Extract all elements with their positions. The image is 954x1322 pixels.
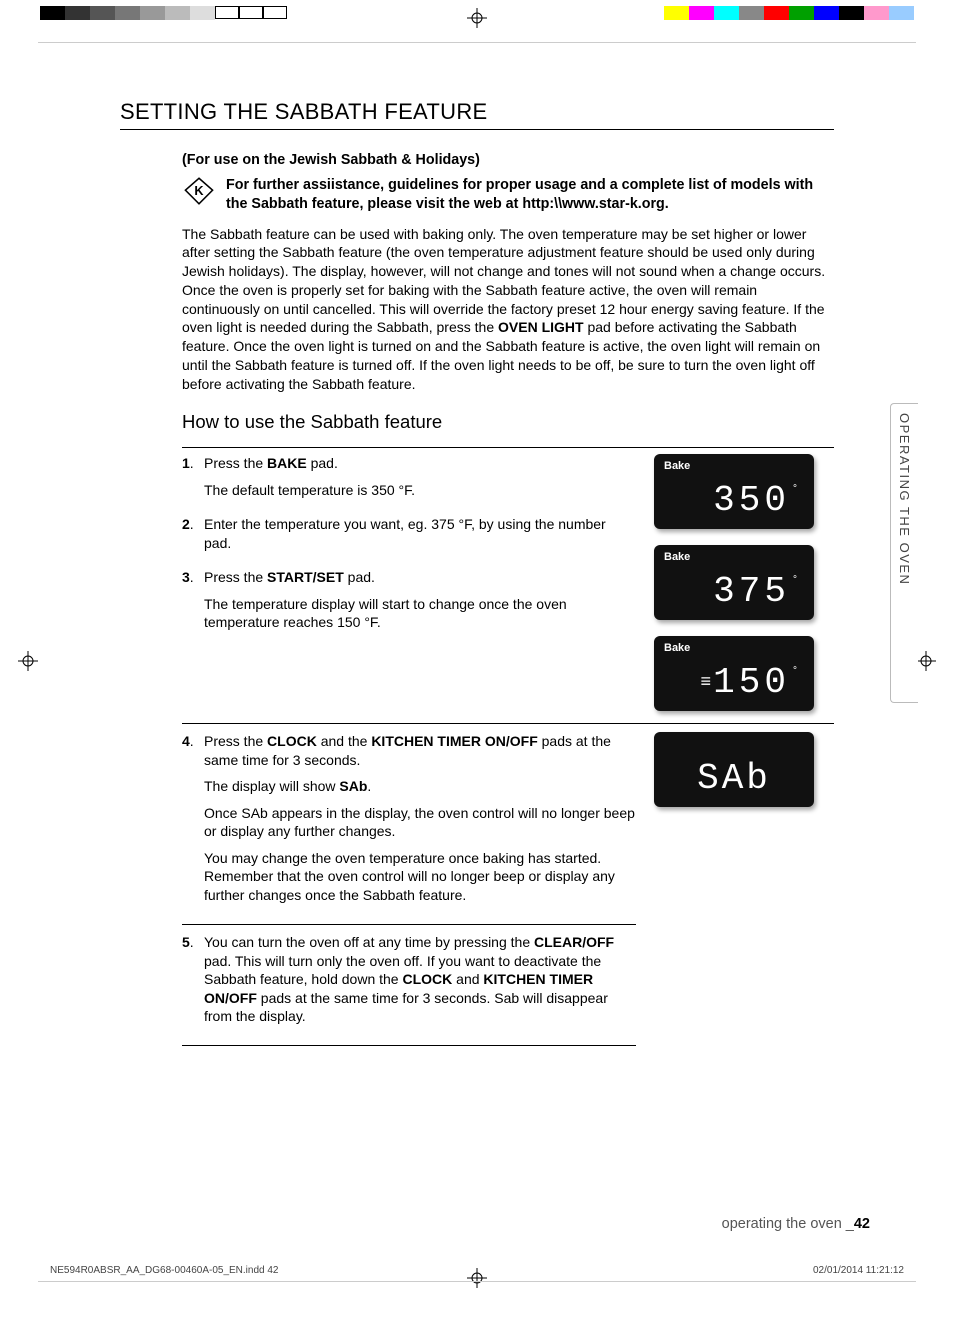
step-text: Press the [204,569,267,585]
degree-icon: ° [792,484,802,495]
step-number: 5 [182,933,204,1033]
degree-icon: ° [792,575,802,586]
step-number: 3 [182,568,204,639]
oven-value: 150 [713,662,790,703]
kosher-k-icon: K [182,176,216,215]
step-bold: BAKE [267,455,307,471]
step-bold: CLOCK [267,733,317,749]
oven-value: SAb [654,758,814,799]
step-bold: CLOCK [402,971,452,987]
step-text: You may change the oven temperature once… [204,849,636,904]
oven-display: Bake 350° [654,454,814,529]
step-bold: CLEAR/OFF [534,934,614,950]
step-text: The default temperature is 350 °F. [204,481,636,499]
step-body: Enter the temperature you want, eg. 375 … [204,515,636,560]
step-number: 1 [182,454,204,507]
step-body: Press the START/SET pad. The temperature… [204,568,636,639]
heating-icon: ≡ [700,673,707,693]
print-footer: NE594R0ABSR_AA_DG68-00460A-05_EN.indd 42… [50,1265,904,1276]
step-text: You can turn the oven off at any time by… [204,934,534,950]
footer-text: operating the oven _ [722,1216,854,1232]
page-title: SETTING THE SABBATH FEATURE [120,99,834,130]
step-text: Press the [204,733,267,749]
step-text: and the [317,733,372,749]
step-text: Enter the temperature you want, eg. 375 … [204,515,636,552]
degree-icon: ° [792,666,802,677]
body-bold: OVEN LIGHT [498,319,584,335]
howto-heading: How to use the Sabbath feature [182,411,834,433]
step-text: pad. [307,455,338,471]
page-number: 42 [854,1216,870,1232]
print-color-swatches [664,6,914,20]
step-number: 4 [182,732,204,912]
body-paragraph: The Sabbath feature can be used with bak… [182,225,834,394]
step-bold: SAb [339,778,367,794]
registration-mark-icon [467,8,487,28]
step-text: The temperature display will start to ch… [204,595,636,632]
step-text: The display will show [204,778,339,794]
oven-mode: Bake [664,642,690,654]
step-body: Press the BAKE pad. The default temperat… [204,454,636,507]
oven-value: 350 [713,480,790,521]
oven-value: 375 [713,571,790,612]
registration-mark-icon [18,651,38,671]
oven-mode: Bake [664,460,690,472]
subtitle: (For use on the Jewish Sabbath & Holiday… [182,152,834,168]
oven-display: SAb [654,732,814,807]
print-gray-swatches [40,6,287,20]
svg-text:K: K [194,183,204,198]
step-bold: START/SET [267,569,344,585]
step-text: pad. [344,569,375,585]
step-number: 2 [182,515,204,560]
oven-display: Bake 375° [654,545,814,620]
print-file: NE594R0ABSR_AA_DG68-00460A-05_EN.indd 42 [50,1265,278,1276]
oven-mode: Bake [664,551,690,563]
step-bold: KITCHEN TIMER ON/OFF [371,733,537,749]
step-body: You can turn the oven off at any time by… [204,933,636,1033]
section-tab-label: OPERATING THE OVEN [897,413,912,585]
step-text: Press the [204,455,267,471]
step-text: Once SAb appears in the display, the ove… [204,804,636,841]
step-text: pads at the same time for 3 seconds. Sab… [204,990,608,1024]
page-footer: operating the oven _42 [722,1216,870,1232]
oven-display: Bake ≡ 150° [654,636,814,711]
step-text: . [367,778,371,794]
registration-mark-icon [916,651,936,671]
print-timestamp: 02/01/2014 11:21:12 [813,1265,904,1276]
step-body: Press the CLOCK and the KITCHEN TIMER ON… [204,732,636,912]
assist-text: For further assiistance, guidelines for … [226,176,834,215]
step-text: and [452,971,483,987]
